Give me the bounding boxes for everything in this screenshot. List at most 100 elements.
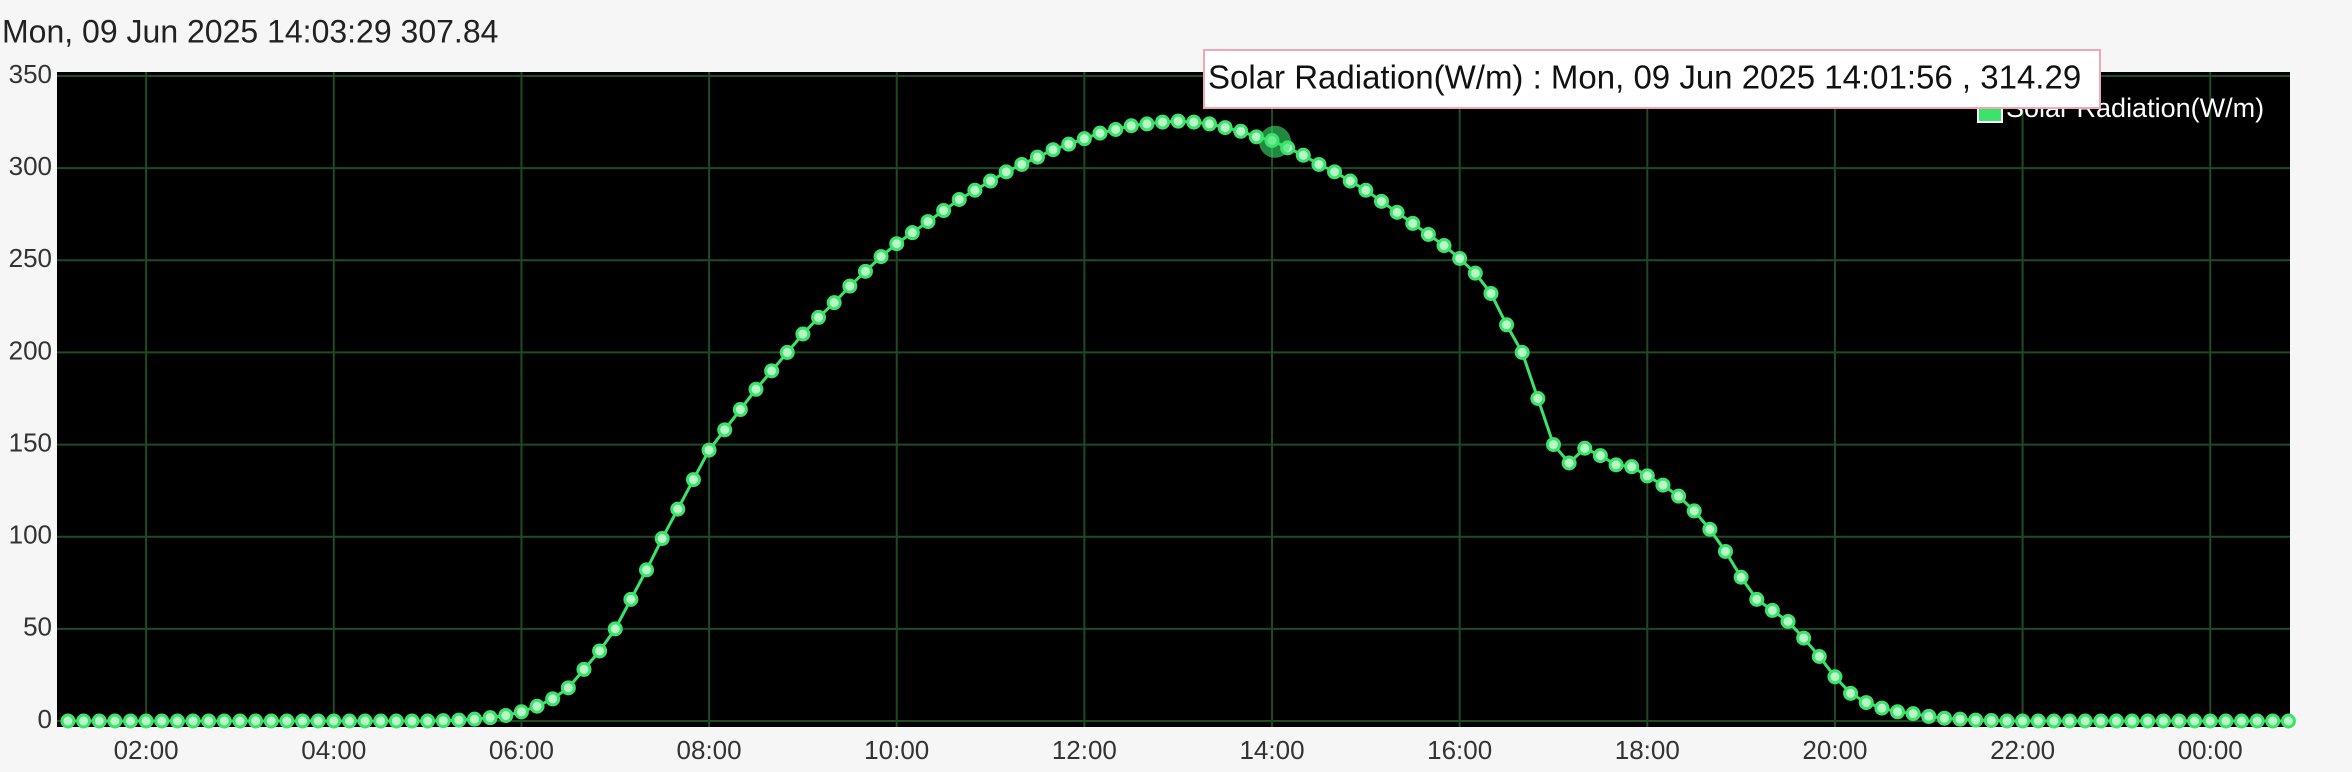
- data-point: [1139, 116, 1155, 132]
- data-point: [1999, 713, 2015, 729]
- data-point: [1358, 182, 1374, 198]
- data-point: [748, 381, 764, 397]
- data-point: [764, 363, 780, 379]
- y-tick-label: 50: [23, 612, 52, 642]
- data-point: [1561, 455, 1577, 471]
- data-point: [1014, 156, 1030, 172]
- x-tick-label: 06:00: [489, 735, 554, 765]
- data-point: [1389, 204, 1405, 220]
- data-point: [1545, 437, 1561, 453]
- data-point: [1483, 285, 1499, 301]
- data-point: [2046, 713, 2062, 729]
- data-point: [1968, 712, 1984, 728]
- data-point: [1827, 669, 1843, 685]
- data-point: [1373, 193, 1389, 209]
- data-point: [889, 236, 905, 252]
- data-point: [2015, 713, 2031, 729]
- data-point: [1327, 164, 1343, 180]
- data-point: [936, 203, 952, 219]
- x-tick-label: 04:00: [301, 735, 366, 765]
- data-point: [2171, 713, 2187, 729]
- data-point: [1858, 695, 1874, 711]
- data-point: [2108, 713, 2124, 729]
- data-point: [857, 263, 873, 279]
- data-point: [1155, 114, 1171, 130]
- data-point: [1514, 344, 1530, 360]
- data-point: [467, 711, 483, 727]
- data-point: [2265, 713, 2281, 729]
- data-point: [1749, 591, 1765, 607]
- data-point: [1092, 125, 1108, 141]
- y-tick-label: 250: [9, 243, 52, 273]
- data-point: [1452, 250, 1468, 266]
- data-point: [138, 713, 154, 729]
- y-tick-label: 100: [9, 520, 52, 550]
- data-point: [169, 713, 185, 729]
- data-point: [1029, 149, 1045, 165]
- data-point: [1217, 120, 1233, 136]
- data-point: [279, 713, 295, 729]
- data-point: [1592, 448, 1608, 464]
- data-point: [2249, 713, 2265, 729]
- data-point: [1874, 700, 1890, 716]
- data-point: [1405, 215, 1421, 231]
- data-point: [2093, 713, 2109, 729]
- data-point: [1702, 521, 1718, 537]
- data-point: [576, 661, 592, 677]
- data-point: [201, 713, 217, 729]
- data-point: [107, 713, 123, 729]
- data-point: [263, 713, 279, 729]
- data-point: [623, 591, 639, 607]
- data-point: [388, 713, 404, 729]
- data-point: [560, 680, 576, 696]
- data-point: [435, 713, 451, 729]
- data-point: [1123, 118, 1139, 134]
- data-point: [998, 164, 1014, 180]
- data-point: [1061, 136, 1077, 152]
- data-point: [1436, 238, 1452, 254]
- data-point: [1733, 569, 1749, 585]
- plot-area: [57, 72, 2290, 727]
- data-point: [1764, 602, 1780, 618]
- data-point: [1045, 142, 1061, 158]
- x-tick-label: 08:00: [677, 735, 742, 765]
- data-point: [498, 707, 514, 723]
- data-point: [607, 621, 623, 637]
- data-point: [701, 442, 717, 458]
- data-point: [1170, 113, 1186, 129]
- data-point: [1420, 226, 1436, 242]
- data-point: [2234, 713, 2250, 729]
- data-point: [2077, 713, 2093, 729]
- data-point: [2155, 713, 2171, 729]
- data-point: [1983, 712, 1999, 728]
- data-point: [1639, 468, 1655, 484]
- data-point: [779, 344, 795, 360]
- data-point: [154, 713, 170, 729]
- data-point: [983, 173, 999, 189]
- data-point: [1076, 131, 1092, 147]
- data-point: [2140, 713, 2156, 729]
- data-point: [685, 472, 701, 488]
- data-point: [2218, 713, 2234, 729]
- x-tick-label: 14:00: [1239, 735, 1304, 765]
- data-point: [2187, 713, 2203, 729]
- data-point: [185, 713, 201, 729]
- data-point: [592, 643, 608, 659]
- x-tick-label: 16:00: [1427, 735, 1492, 765]
- data-point: [1780, 613, 1796, 629]
- data-point: [1311, 156, 1327, 172]
- data-point: [310, 713, 326, 729]
- x-tick-label: 22:00: [1990, 735, 2055, 765]
- data-point: [842, 278, 858, 294]
- data-point: [920, 214, 936, 230]
- data-point: [1108, 121, 1124, 137]
- data-point: [967, 182, 983, 198]
- data-point: [248, 713, 264, 729]
- y-tick-label: 0: [38, 704, 52, 734]
- data-point: [76, 713, 92, 729]
- data-point: [1890, 704, 1906, 720]
- data-point: [2062, 713, 2078, 729]
- data-point: [1467, 265, 1483, 281]
- data-point: [1233, 123, 1249, 139]
